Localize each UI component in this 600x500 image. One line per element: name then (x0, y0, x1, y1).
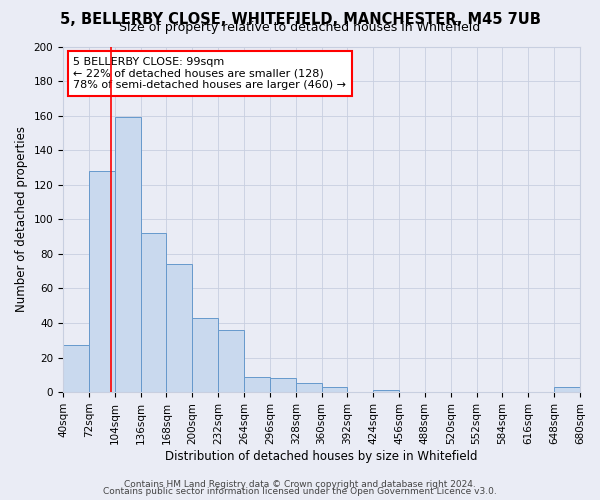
Bar (140, 233, 166, 392)
Bar (166, 264, 192, 392)
Bar (115, 118, 140, 392)
Bar (218, 330, 244, 392)
Text: Size of property relative to detached houses in Whitefield: Size of property relative to detached ho… (119, 22, 481, 35)
Bar (322, 387, 347, 392)
Bar (192, 318, 218, 392)
Y-axis label: Number of detached properties: Number of detached properties (15, 126, 28, 312)
Bar (296, 384, 322, 392)
X-axis label: Distribution of detached houses by size in Whitefield: Distribution of detached houses by size … (165, 450, 478, 462)
Text: 5 BELLERBY CLOSE: 99sqm
← 22% of detached houses are smaller (128)
78% of semi-d: 5 BELLERBY CLOSE: 99sqm ← 22% of detache… (73, 57, 346, 90)
Bar (244, 376, 270, 392)
Bar (554, 387, 580, 392)
Bar (89, 171, 115, 392)
Bar (373, 390, 399, 392)
Bar (63, 346, 89, 392)
Bar (270, 378, 296, 392)
Text: 5, BELLERBY CLOSE, WHITEFIELD, MANCHESTER, M45 7UB: 5, BELLERBY CLOSE, WHITEFIELD, MANCHESTE… (59, 12, 541, 26)
Text: Contains public sector information licensed under the Open Government Licence v3: Contains public sector information licen… (103, 487, 497, 496)
Text: Contains HM Land Registry data © Crown copyright and database right 2024.: Contains HM Land Registry data © Crown c… (124, 480, 476, 489)
